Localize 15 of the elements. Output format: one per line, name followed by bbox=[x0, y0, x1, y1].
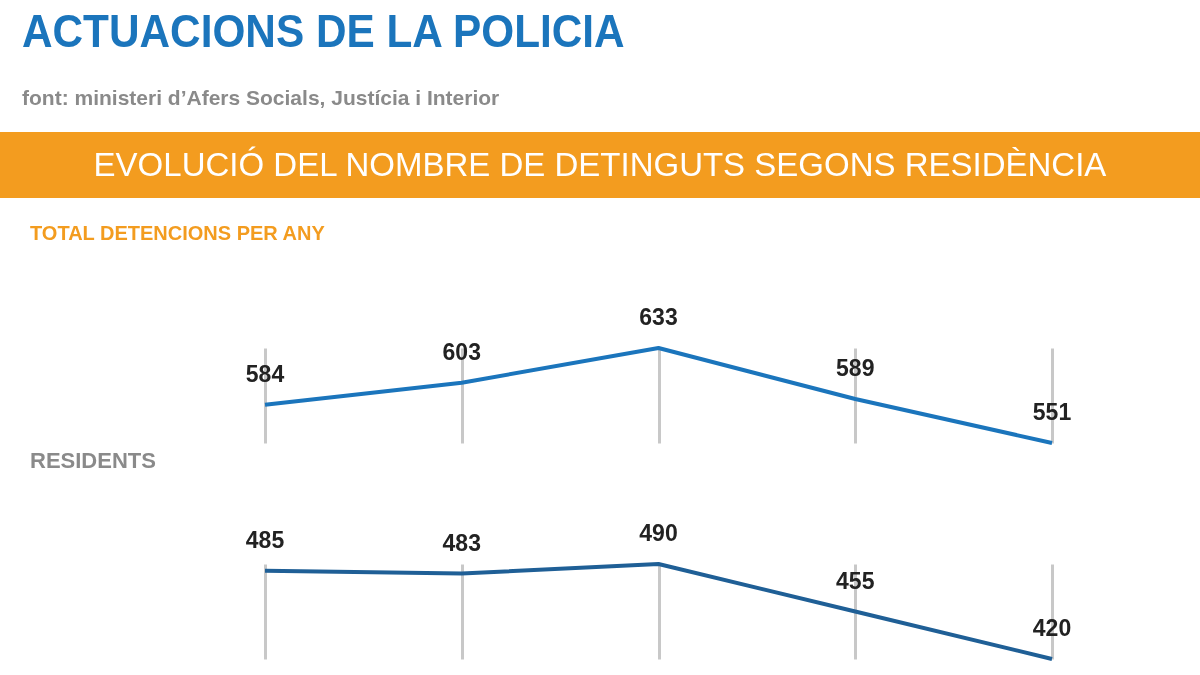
data-label: 455 bbox=[836, 567, 875, 594]
chart-title: ACTUACIONS DE LA POLICIA bbox=[22, 4, 625, 58]
data-label: 584 bbox=[245, 360, 285, 387]
data-label: 483 bbox=[442, 529, 481, 556]
y-axis-title: RESIDENTS bbox=[30, 448, 156, 474]
data-label: 420 bbox=[1032, 615, 1072, 641]
chart-subtitle: EVOLUCIÓ DEL NOMBRE DE DETINGUTS SEGONS RESIDÈNCIA bbox=[0, 132, 1200, 198]
data-label: 485 bbox=[245, 526, 285, 553]
data-label: 589 bbox=[836, 354, 875, 381]
data-label: 603 bbox=[442, 338, 481, 365]
y-axis-title: TOTAL DETENCIONS PER ANY bbox=[30, 222, 325, 245]
data-label: 633 bbox=[639, 304, 678, 330]
data-label: 490 bbox=[639, 520, 678, 546]
data-label: 551 bbox=[1032, 399, 1072, 425]
text: font: ministeri d’Afers Socials, Justícia i Interior bbox=[22, 86, 500, 110]
